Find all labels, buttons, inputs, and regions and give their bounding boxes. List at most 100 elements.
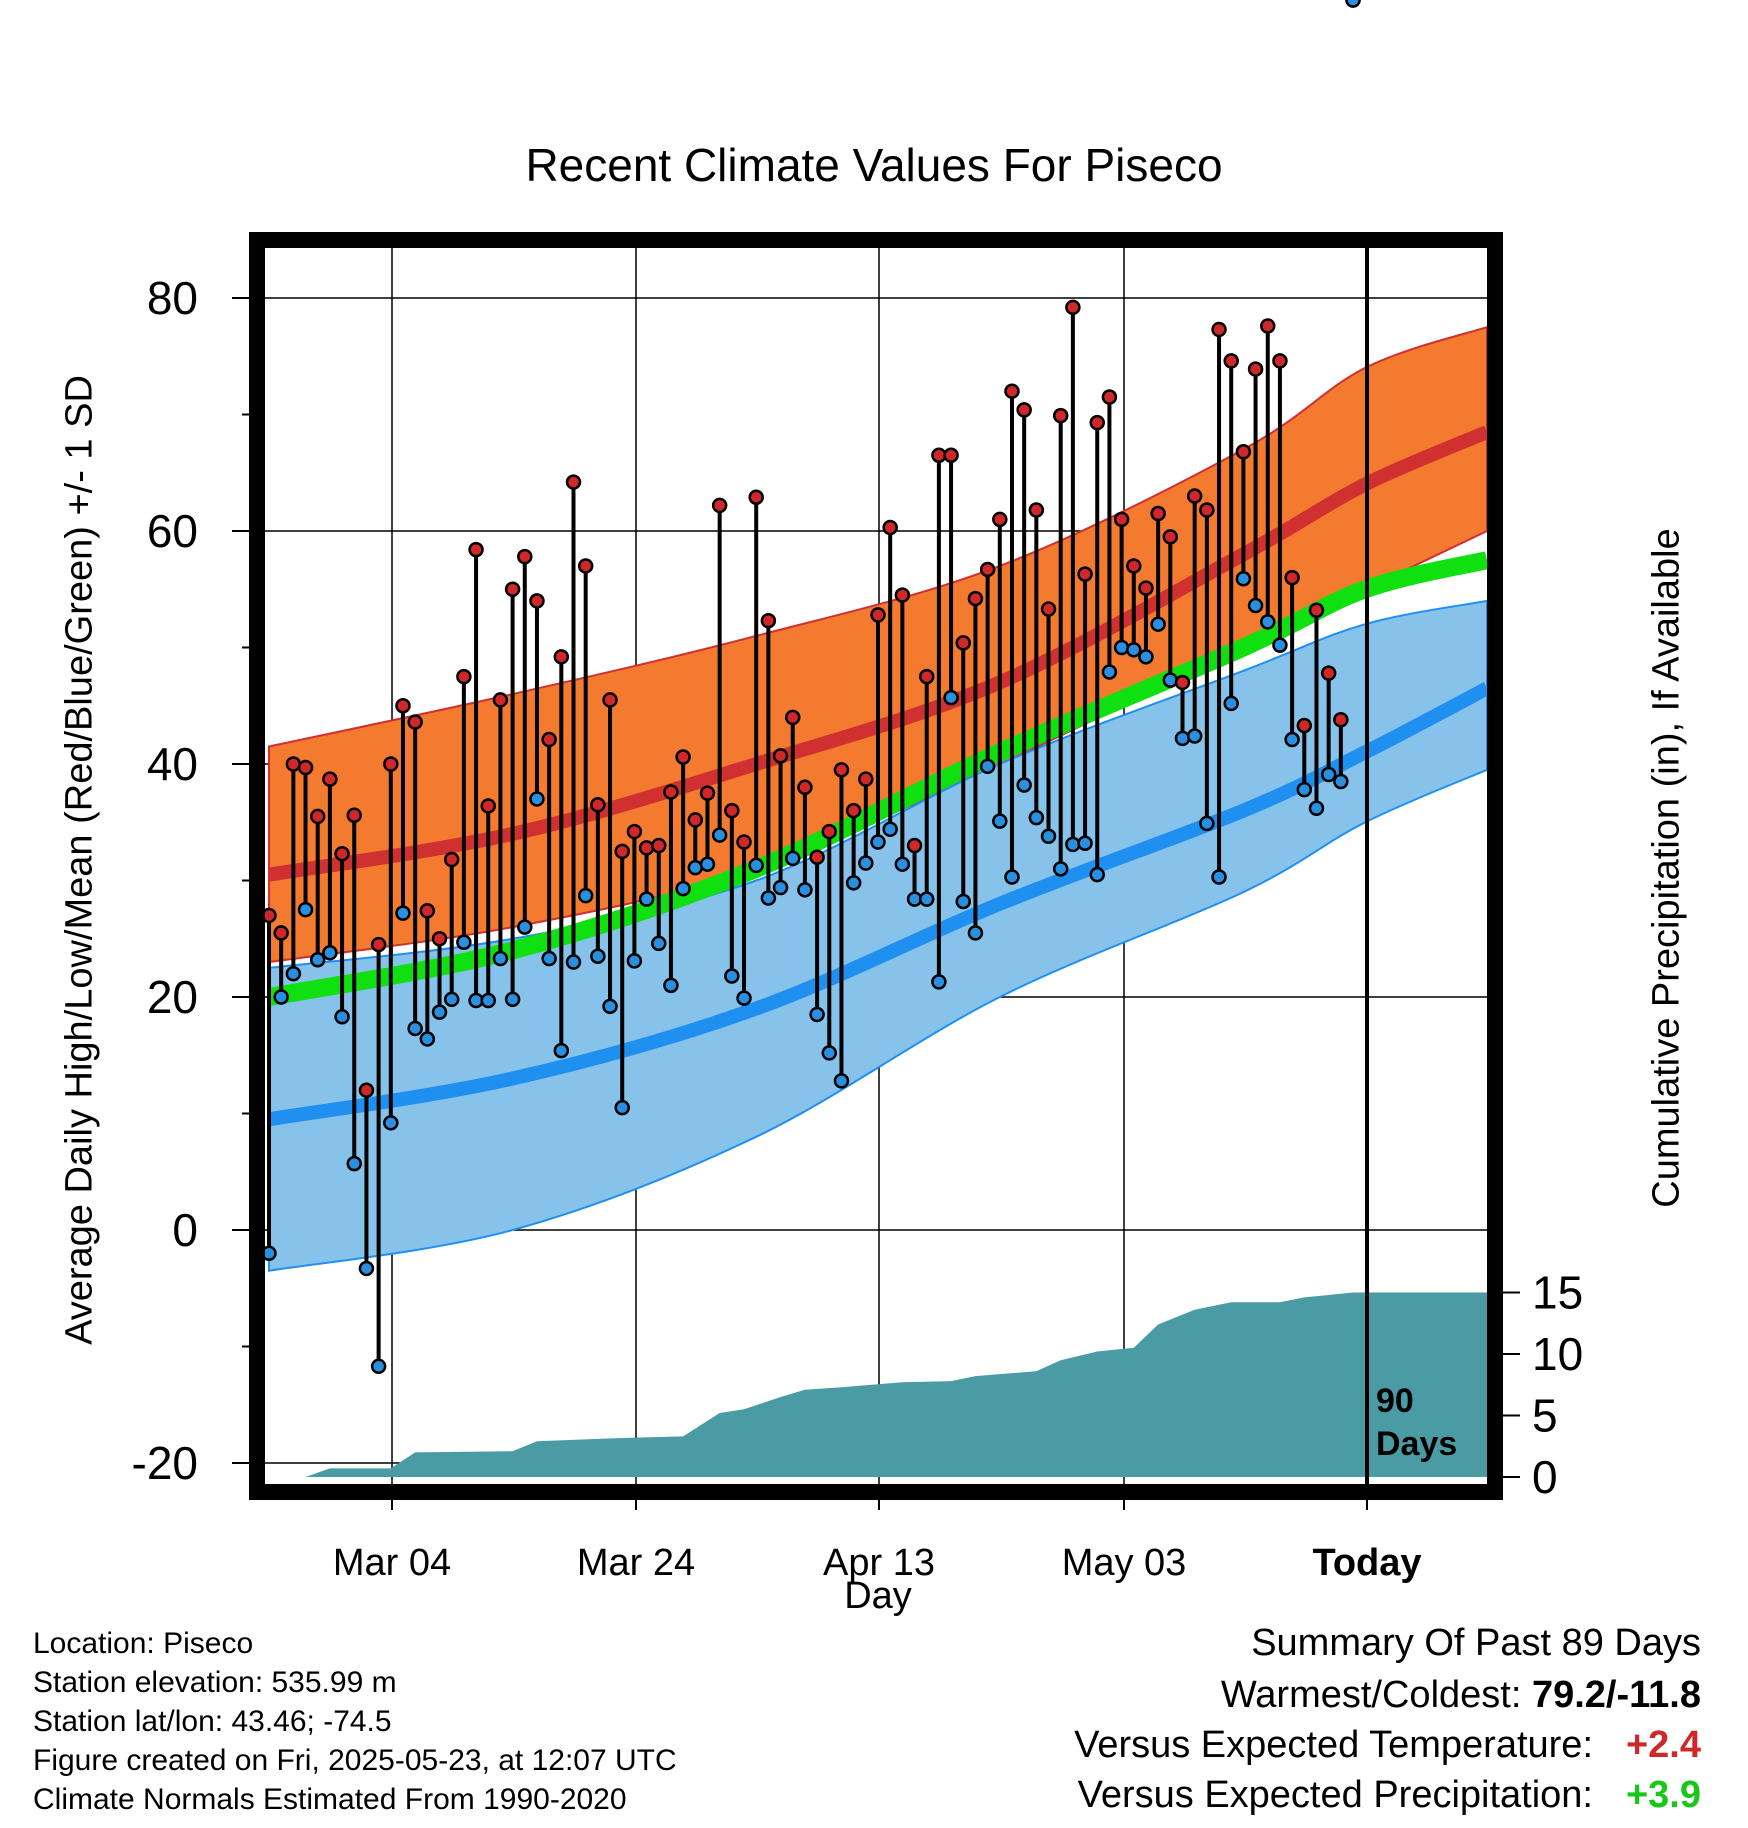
daily-low-point <box>1186 728 1203 744</box>
daily-low-point <box>297 901 314 918</box>
daily-low-point <box>894 856 911 872</box>
daily-high-point <box>480 798 496 814</box>
daily-high-point <box>553 649 570 665</box>
y-axis-right-label: Cumulative Precipitation (in), If Availa… <box>1645 528 1688 1208</box>
daily-high-point <box>1320 665 1337 681</box>
y-right-tick-label: 5 <box>1532 1390 1558 1442</box>
daily-low-point <box>858 855 874 871</box>
daily-high-point <box>687 812 704 828</box>
daily-high-point <box>565 474 582 490</box>
chart-title: Recent Climate Values For Piseco <box>525 139 1223 191</box>
daily-low-point <box>309 951 326 968</box>
daily-high-point <box>870 607 886 623</box>
daily-high-point <box>833 762 850 778</box>
daily-low-point <box>1320 766 1337 783</box>
daily-low-point <box>407 1020 423 1037</box>
daily-high-point <box>492 692 509 708</box>
daily-low-point <box>492 950 509 967</box>
summary-warmest-coldest: Warmest/Coldest: 79.2/-11.8 <box>1221 1674 1701 1717</box>
daily-low-point <box>1296 781 1313 798</box>
daily-low-point <box>784 850 801 867</box>
daily-low-point <box>1247 597 1264 614</box>
daily-high-point <box>1211 321 1227 338</box>
daily-high-point <box>1223 353 1239 369</box>
daily-low-point <box>1040 828 1057 844</box>
daily-high-point <box>1162 529 1179 545</box>
low-sd-band <box>268 599 1487 1272</box>
daily-high-point <box>1260 318 1276 334</box>
daily-low-point <box>651 935 667 952</box>
daily-low-point <box>443 991 460 1008</box>
daily-high-point <box>724 802 740 819</box>
daily-low-point <box>1052 861 1069 877</box>
daily-low-point <box>1308 800 1325 817</box>
daily-low-point <box>797 882 813 898</box>
daily-high-point <box>614 843 630 860</box>
daily-low-point <box>772 879 789 896</box>
daily-high-point <box>395 698 411 714</box>
daily-high-point <box>1199 502 1215 518</box>
daily-high-point <box>638 840 655 856</box>
daily-low-point <box>918 891 935 907</box>
daily-high-point <box>468 541 484 558</box>
x-tick-label: May 03 <box>1062 1542 1187 1584</box>
daily-low-point <box>1260 614 1276 630</box>
daily-low-point <box>1077 835 1093 851</box>
summary-temp-value: +2.4 <box>1625 1724 1701 1766</box>
daily-high-point <box>602 692 618 708</box>
daily-low-point <box>590 948 606 964</box>
daily-low-point <box>431 1004 448 1020</box>
daily-high-point <box>1150 505 1166 522</box>
plot-border <box>249 232 1503 1500</box>
summary-precip-label: Versus Expected Precipitation: <box>1077 1774 1593 1816</box>
daily-low-point <box>1223 695 1239 712</box>
daily-high-point <box>1296 717 1313 734</box>
daily-high-point <box>1272 353 1288 369</box>
daily-low-point <box>675 880 691 897</box>
summary-heading: Summary Of Past 89 Days <box>1251 1622 1701 1664</box>
y-left-tick-label: 40 <box>147 738 198 790</box>
daily-high-point <box>663 784 679 800</box>
daily-high-point <box>419 903 436 919</box>
today-days-number: 90 <box>1376 1382 1414 1420</box>
daily-high-point <box>1284 569 1300 586</box>
daily-high-point <box>407 714 423 730</box>
daily-high-point <box>1113 511 1130 528</box>
daily-high-point <box>322 771 338 787</box>
daily-low-point <box>1101 664 1118 680</box>
daily-low-point <box>322 944 338 961</box>
daily-high-point <box>748 489 764 505</box>
daily-low-point <box>967 925 984 941</box>
daily-low-point <box>334 1009 350 1025</box>
daily-low-point <box>1150 616 1166 632</box>
daily-low-point <box>504 991 521 1008</box>
daily-high-point <box>699 785 716 801</box>
daily-low-point <box>724 968 740 984</box>
daily-high-point <box>529 593 545 609</box>
x-tick-label: Mar 04 <box>333 1542 451 1584</box>
y-right-tick-label: 0 <box>1532 1451 1558 1503</box>
daily-low-point <box>1174 730 1191 747</box>
daily-high-point <box>772 748 789 764</box>
y-right-tick-label: 15 <box>1532 1267 1583 1319</box>
daily-high-point <box>992 511 1008 528</box>
daily-low-point <box>273 989 289 1005</box>
daily-high-point <box>1101 389 1118 405</box>
daily-low-point <box>346 1155 363 1172</box>
daily-low-point <box>541 950 557 967</box>
daily-high-point <box>675 749 691 765</box>
daily-low-point <box>870 834 886 850</box>
x-tick-label: Mar 24 <box>577 1542 695 1584</box>
daily-high-point <box>456 668 472 685</box>
daily-low-point <box>383 1115 399 1131</box>
daily-high-point <box>845 802 862 819</box>
precip-area <box>269 1292 1487 1477</box>
daily-low-point <box>760 890 777 906</box>
daily-high-point <box>309 808 326 825</box>
y-right-tick-label: 10 <box>1532 1328 1583 1380</box>
daily-high-point <box>1065 299 1081 316</box>
y-left-tick-label: 0 <box>172 1204 198 1256</box>
daily-low-point <box>663 977 679 994</box>
daily-low-point <box>1004 869 1020 885</box>
daily-high-point <box>590 797 606 813</box>
